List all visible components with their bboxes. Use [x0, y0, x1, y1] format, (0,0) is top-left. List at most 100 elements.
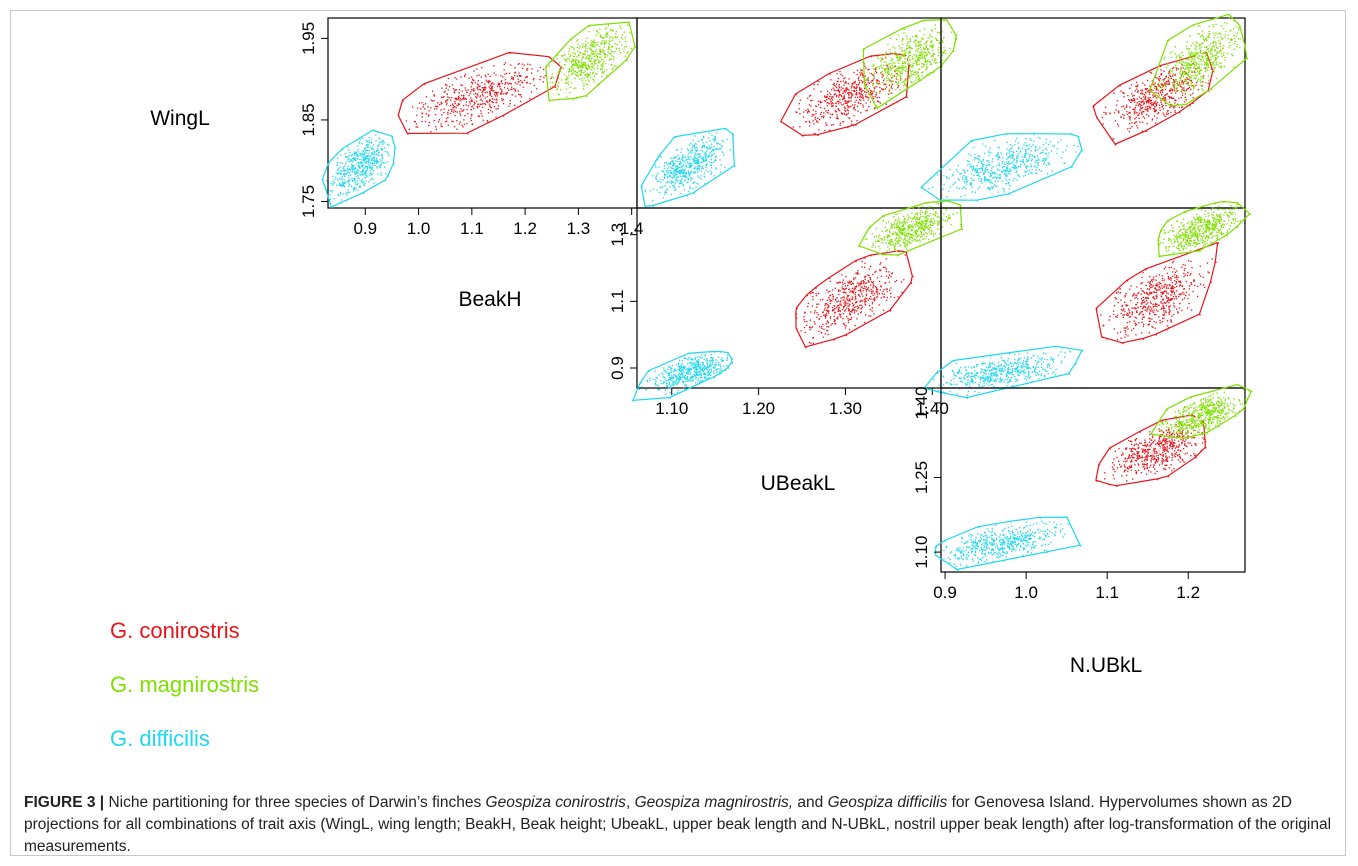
data-point — [874, 298, 876, 300]
data-point — [514, 104, 516, 106]
data-point — [890, 52, 892, 54]
data-point — [864, 65, 866, 67]
data-point — [872, 83, 874, 85]
data-point — [840, 80, 842, 83]
data-point — [1179, 83, 1181, 86]
data-point — [881, 88, 883, 90]
data-point — [1228, 17, 1231, 19]
data-point — [353, 165, 355, 167]
data-point — [1185, 80, 1187, 82]
data-point — [1151, 80, 1153, 82]
data-point — [1205, 65, 1208, 67]
data-point — [1223, 54, 1225, 56]
data-point — [489, 92, 491, 94]
data-point — [493, 72, 495, 74]
data-point — [468, 77, 470, 79]
data-point — [476, 107, 479, 109]
data-point — [1202, 43, 1204, 45]
data-point — [371, 177, 373, 179]
data-point — [912, 70, 914, 72]
data-point — [473, 89, 475, 91]
data-point — [872, 80, 874, 82]
data-point — [1221, 55, 1223, 58]
data-point — [593, 81, 595, 83]
data-point — [831, 96, 833, 98]
data-point — [370, 146, 372, 148]
data-point — [996, 154, 998, 156]
data-point — [1138, 103, 1140, 105]
data-point — [446, 120, 448, 122]
data-point — [807, 97, 809, 99]
data-point — [371, 147, 374, 149]
data-point — [603, 53, 605, 55]
data-point — [1194, 56, 1196, 58]
data-point — [496, 85, 499, 87]
data-point — [946, 177, 948, 179]
data-point — [967, 153, 970, 155]
data-point — [992, 158, 994, 160]
data-point — [902, 39, 904, 41]
data-point — [926, 66, 928, 68]
data-point — [890, 81, 893, 84]
data-point — [608, 45, 610, 48]
data-point — [595, 59, 597, 61]
data-point — [1231, 53, 1233, 55]
data-point — [912, 66, 914, 68]
data-point — [495, 93, 498, 95]
data-point — [703, 158, 705, 160]
data-point — [342, 173, 344, 175]
data-point — [715, 155, 717, 157]
data-point — [925, 44, 927, 47]
data-point — [1194, 44, 1196, 47]
data-point — [673, 164, 675, 167]
data-point — [352, 180, 354, 182]
data-point — [949, 169, 951, 171]
data-point — [855, 306, 857, 308]
data-point — [826, 99, 828, 101]
data-point — [705, 160, 707, 162]
data-point — [995, 176, 997, 178]
data-point — [489, 99, 491, 102]
data-point — [450, 99, 452, 101]
data-point — [590, 42, 593, 44]
data-point — [836, 100, 839, 102]
data-point — [571, 64, 573, 67]
data-point — [1177, 89, 1179, 92]
data-point — [344, 169, 346, 171]
data-point — [607, 51, 609, 53]
data-point — [461, 84, 463, 87]
data-point — [603, 70, 605, 72]
data-point — [573, 64, 575, 66]
data-point — [1146, 109, 1148, 111]
data-point — [923, 56, 926, 58]
data-point — [696, 150, 698, 152]
data-point — [1176, 60, 1178, 63]
data-point — [1126, 111, 1128, 113]
data-point — [1188, 75, 1190, 77]
data-point — [593, 39, 595, 41]
data-point — [577, 50, 579, 52]
data-point — [496, 91, 498, 94]
data-point — [682, 175, 684, 177]
data-point — [582, 56, 584, 58]
data-point — [1184, 62, 1186, 64]
data-point — [869, 296, 872, 298]
data-point — [463, 98, 466, 100]
data-point — [606, 36, 608, 38]
data-point — [841, 274, 843, 276]
data-point — [1130, 99, 1132, 101]
data-point — [902, 55, 905, 57]
data-point — [811, 326, 814, 328]
data-point — [904, 28, 906, 30]
data-point — [900, 79, 902, 81]
data-point — [990, 152, 992, 154]
data-point — [452, 104, 454, 107]
data-point — [1229, 41, 1231, 44]
data-point — [1122, 113, 1124, 116]
data-point — [1190, 83, 1192, 85]
data-point — [1206, 49, 1208, 51]
data-point — [359, 154, 361, 157]
data-point — [674, 160, 676, 162]
data-point — [957, 171, 959, 173]
data-point — [984, 168, 986, 170]
